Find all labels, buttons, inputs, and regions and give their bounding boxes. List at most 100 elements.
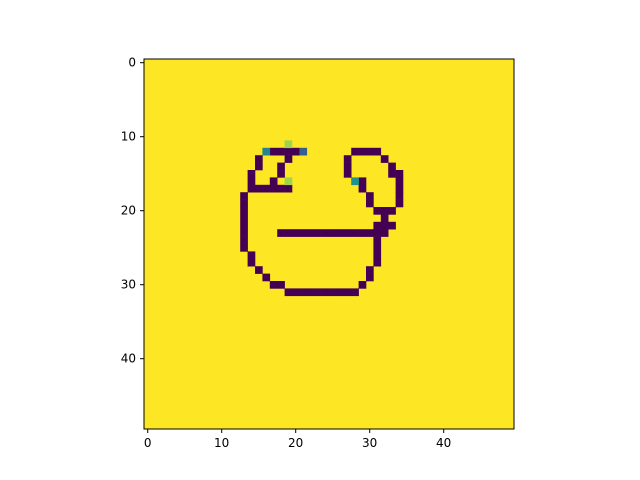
heatmap-cell (240, 192, 248, 200)
heatmap-cell (269, 147, 278, 156)
heatmap-cell (380, 155, 389, 163)
heatmap-cell (373, 251, 382, 260)
heatmap-cell-mid (262, 147, 271, 156)
x-tick-label: 10 (214, 436, 229, 450)
heatmap-cell (240, 221, 248, 230)
axes-frame (143, 58, 515, 430)
heatmap-cell (284, 229, 293, 237)
heatmap-cell (262, 273, 271, 282)
heatmap-cell (247, 170, 256, 178)
heatmap-cell (351, 288, 359, 297)
heatmap-cell (343, 288, 352, 297)
heatmap-cell (388, 221, 396, 230)
heatmap-cell (336, 229, 345, 237)
heatmap-cell (255, 184, 263, 193)
y-axis: 0 10 20 30 40 (121, 56, 144, 366)
heatmap-cell (373, 207, 382, 215)
heatmap-cell (255, 266, 263, 274)
heatmap-cell (247, 177, 256, 186)
heatmap-cell (373, 236, 382, 245)
heatmap-cell (380, 214, 389, 223)
heatmap-cell (388, 170, 396, 178)
heatmap-cell (255, 155, 263, 163)
heatmap-cell (284, 147, 293, 156)
heatmap-cell (388, 162, 396, 171)
image-cells (240, 140, 404, 297)
heatmap-cell (343, 170, 352, 178)
heatmap-cell (373, 147, 382, 156)
plot-area (143, 58, 515, 430)
heatmap-cell (299, 288, 308, 297)
heatmap-cell (395, 199, 404, 208)
heatmap-cell (255, 162, 263, 171)
heatmap-cell (380, 207, 389, 215)
heatmap-cell (395, 184, 404, 193)
heatmap-cell-mid (299, 147, 308, 156)
x-tick-label: 20 (288, 436, 303, 450)
heatmap-cell (351, 147, 359, 156)
x-tick-label: 0 (144, 436, 152, 450)
heatmap-cell-mid (351, 177, 359, 186)
heatmap-cell (277, 184, 285, 193)
heatmap-cell (358, 147, 367, 156)
heatmap-cell (380, 221, 389, 230)
heatmap-cell (358, 281, 367, 289)
heatmap-cell (373, 244, 382, 252)
heatmap-cell (314, 229, 322, 237)
image-background (144, 59, 514, 429)
heatmap-cell (366, 229, 374, 237)
y-tick-label: 0 (128, 56, 136, 70)
heatmap-cell (292, 147, 300, 156)
heatmap-cell (247, 251, 256, 260)
heatmap-cell (373, 229, 382, 237)
heatmap-cell (284, 288, 293, 297)
heatmap-cell (240, 199, 248, 208)
heatmap-cell-mid (284, 140, 293, 149)
heatmap-cell (329, 229, 337, 237)
heatmap-cell (343, 162, 352, 171)
y-tick-label: 30 (121, 278, 136, 292)
heatmap-cell (336, 288, 345, 297)
heatmap-cell (240, 244, 248, 252)
heatmap-cell (240, 236, 248, 245)
heatmap-cell (240, 229, 248, 237)
heatmap-cell (366, 273, 374, 282)
heatmap-cell (292, 288, 300, 297)
heatmap-cell (366, 192, 374, 200)
heatmap-cell (306, 288, 315, 297)
heatmap-cell (277, 162, 285, 171)
heatmap-cell (395, 192, 404, 200)
heatmap-cell (358, 184, 367, 193)
heatmap-cell (240, 207, 248, 215)
heatmap-cell (277, 281, 285, 289)
y-tick-label: 40 (121, 352, 136, 366)
heatmap-cell (321, 229, 330, 237)
heatmap-cell (373, 221, 382, 230)
heatmap-cell (277, 229, 285, 237)
heatmap-cell (292, 229, 300, 237)
x-tick-label: 30 (362, 436, 377, 450)
heatmap-cell (343, 155, 352, 163)
heatmap-cell (277, 147, 285, 156)
heatmap-cell (358, 229, 367, 237)
heatmap-cell (269, 184, 278, 193)
heatmap-cell (366, 199, 374, 208)
heatmap-cell (269, 177, 278, 186)
heatmap-cell (321, 288, 330, 297)
heatmap-cell (343, 229, 352, 237)
y-tick-label: 20 (121, 204, 136, 218)
y-tick-label: 10 (121, 130, 136, 144)
heatmap-cell (351, 229, 359, 237)
heatmap-cell (329, 288, 337, 297)
heatmap-cell (269, 281, 278, 289)
heatmap-cell (373, 258, 382, 267)
heatmap-cell (247, 184, 256, 193)
heatmap-cell (314, 288, 322, 297)
heatmap-cell (395, 170, 404, 178)
heatmap-cell (306, 229, 315, 237)
heatmap-cell (358, 177, 367, 186)
heatmap-cell (366, 266, 374, 274)
heatmap-cell (247, 258, 256, 267)
heatmap-cell (299, 229, 308, 237)
heatmap-cell (284, 155, 293, 163)
